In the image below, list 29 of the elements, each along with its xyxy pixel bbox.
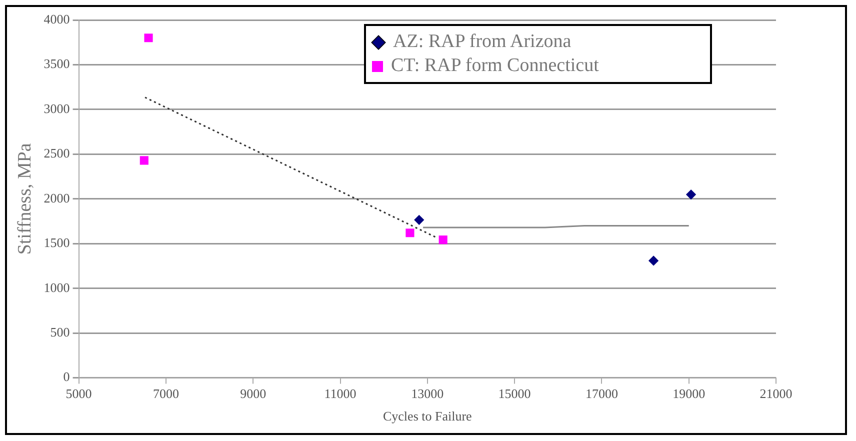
y-tick-label: 3000 [44,100,70,116]
y-tick-label: 2000 [44,190,70,206]
legend-label: AZ: RAP from Arizona [393,30,572,54]
x-tick-label: 13000 [411,386,444,402]
point [144,34,153,42]
x-tick-label: 5000 [66,386,92,402]
x-tick-label: 21000 [760,386,792,402]
point [406,228,414,238]
y-tick-label: 4000 [44,11,70,26]
point [648,256,658,266]
point [414,215,424,225]
x-tick-label: 7000 [152,386,179,402]
x-tick-label: 11000 [324,386,356,402]
legend-label: CT: RAP form Connecticut [391,54,599,78]
point [438,235,448,244]
x-tick-label: 15000 [498,386,531,402]
y-tick-label: 3500 [44,56,70,72]
x-tick-label: 9000 [240,386,266,402]
y-tick-label: 1500 [44,235,70,250]
y-axis-title: Stiffness, MPa [14,142,36,255]
y-tick-label: 2500 [44,146,70,161]
x-tick-label: 17000 [585,386,618,402]
y-tick-label: 1000 [44,280,70,295]
x-axis-title: Cycles to Failure [382,408,472,424]
point [686,190,696,200]
x-tick-label: 19000 [672,386,706,402]
point [140,156,148,165]
y-tick-label: 0 [63,369,70,384]
y-tick-label: 500 [50,324,70,340]
